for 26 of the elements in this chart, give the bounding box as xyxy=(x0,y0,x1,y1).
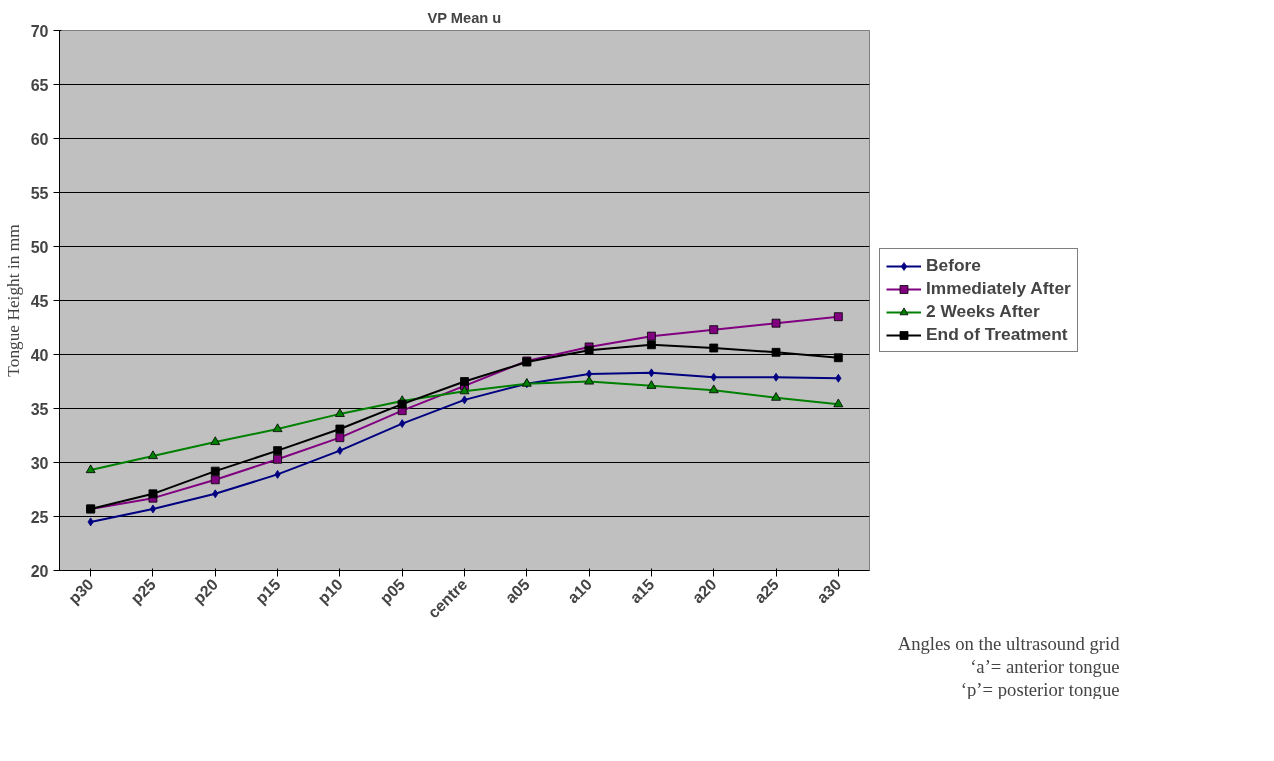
legend-label: Immediately After xyxy=(926,278,1071,299)
y-tick-label: 55 xyxy=(30,184,49,202)
y-tick-label: 65 xyxy=(30,76,49,94)
y-tick-label: 20 xyxy=(30,562,49,580)
x-tick-label: a25 xyxy=(751,575,783,607)
y-tick-label: 30 xyxy=(30,454,49,472)
x-tick-label: a15 xyxy=(626,575,658,607)
y-tick-label: 70 xyxy=(30,22,49,40)
y-tick-label: 40 xyxy=(30,346,49,364)
y-tick-label: 35 xyxy=(30,400,49,418)
x-tick-label: a10 xyxy=(564,575,596,607)
y-tick-label: 45 xyxy=(30,292,49,310)
x-tick-label: a30 xyxy=(813,575,845,607)
text: ‘p’= posterior tongue xyxy=(960,678,1120,700)
chart-title: VP Mean u xyxy=(427,9,502,26)
legend-label: Before xyxy=(926,255,981,276)
y-tick-label: 50 xyxy=(30,238,49,256)
x-tick-label: a05 xyxy=(501,575,533,607)
y-axis-title: Tongue Height in mm xyxy=(3,223,23,377)
y-tick-label: 60 xyxy=(30,130,49,148)
text: ‘a’= anterior tongue xyxy=(970,655,1120,677)
y-tick-label: 25 xyxy=(30,508,49,526)
text: Angles on the ultrasound grid xyxy=(897,632,1121,654)
legend-label: End of Treatment xyxy=(926,324,1068,345)
x-tick-label: a20 xyxy=(688,575,720,607)
legend-label: 2 Weeks After xyxy=(926,301,1040,322)
